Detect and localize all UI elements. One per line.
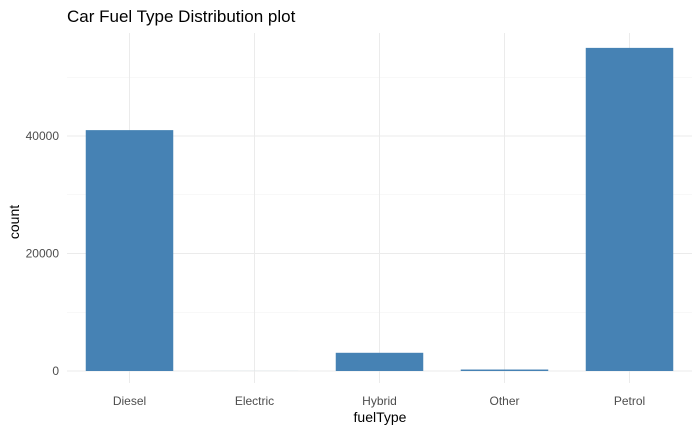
x-tick-labels: Diesel Electric Hybrid Other Petrol	[113, 394, 645, 408]
x-tick-label: Other	[489, 394, 519, 408]
bar-diesel	[85, 130, 174, 371]
x-axis-title: fuelType	[354, 409, 407, 425]
chart-title: Car Fuel Type Distribution plot	[67, 7, 296, 26]
x-tick-label: Electric	[235, 394, 274, 408]
x-tick-label: Diesel	[113, 394, 146, 408]
x-tick-label: Hybrid	[362, 394, 397, 408]
bar-petrol	[585, 47, 674, 371]
bar-hybrid	[335, 352, 424, 371]
y-tick-label: 20000	[26, 247, 60, 261]
x-tick-label: Petrol	[614, 394, 645, 408]
y-tick-label: 0	[52, 364, 59, 378]
y-axis-title: count	[6, 205, 22, 239]
bars	[85, 47, 674, 371]
y-tick-labels: 0 20000 40000	[26, 129, 60, 378]
bar-other	[460, 369, 549, 371]
y-tick-label: 40000	[26, 129, 60, 143]
